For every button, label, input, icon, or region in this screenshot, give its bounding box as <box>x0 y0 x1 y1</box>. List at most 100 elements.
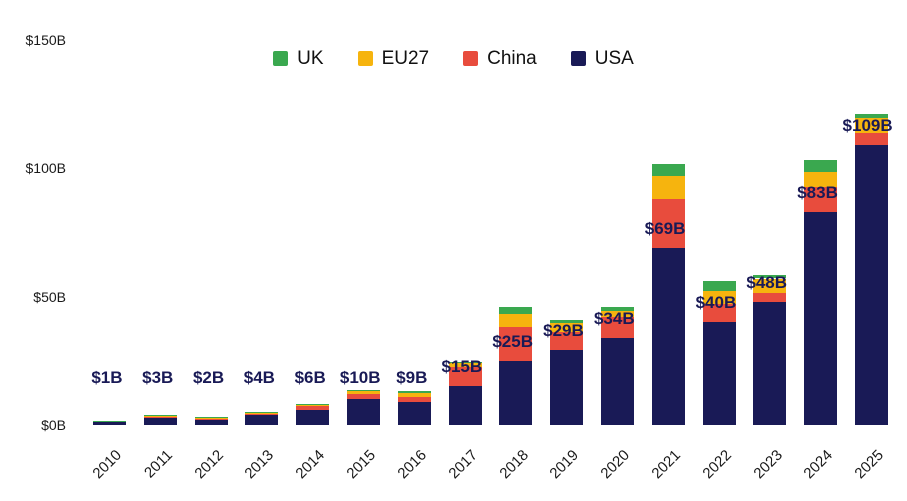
bar-segment-china-2023 <box>753 292 787 302</box>
china-swatch-icon <box>463 51 479 66</box>
bar-segment-china-2013 <box>245 413 279 415</box>
bar-segment-china-2022 <box>702 304 736 323</box>
x-axis-label-2024: 2024 <box>800 446 837 483</box>
x-axis-label-2015: 2015 <box>343 446 380 483</box>
bar-segment-eu27-2023 <box>753 278 787 293</box>
usa-swatch-icon <box>570 51 586 66</box>
bar-segment-eu27-2025 <box>855 117 889 134</box>
x-axis-label-2025: 2025 <box>851 446 888 483</box>
x-axis-label-2010: 2010 <box>89 446 126 483</box>
bar-value-label-2023: $48B <box>746 272 788 292</box>
bar-value-label-2024: $83B <box>797 182 838 202</box>
legend-label-china: China <box>487 48 537 69</box>
bar-segment-eu27-2018 <box>499 314 533 328</box>
bar-segment-usa-2017 <box>448 386 482 425</box>
bar-segment-china-2012 <box>194 418 228 420</box>
x-axis-label-2023: 2023 <box>750 446 786 483</box>
y-axis-tick-label-150b: $150B <box>25 31 66 48</box>
bar-segment-eu27-2016 <box>397 392 431 397</box>
bar-segment-uk-2020 <box>601 306 635 311</box>
bar-value-label-2020: $34B <box>593 308 635 328</box>
x-axis-label-2021: 2021 <box>648 446 685 483</box>
bar-segment-usa-2023 <box>753 301 787 425</box>
x-axis-label-2014: 2014 <box>292 446 329 483</box>
bar-value-label-2010: $1B <box>91 368 123 387</box>
bar-segment-usa-2015 <box>346 399 380 425</box>
y-axis-tick-label-100b: $100B <box>25 160 66 176</box>
bar-segment-eu27-2013 <box>245 412 279 414</box>
bar-segment-usa-2014 <box>296 409 330 425</box>
x-axis-label-2012: 2012 <box>191 446 227 483</box>
bar-value-label-2011: $3B <box>142 368 174 387</box>
bar-segment-uk-2017 <box>448 361 482 364</box>
bar-segment-uk-2013 <box>245 411 279 413</box>
legend-item-usa: USA <box>570 48 634 69</box>
bar-segment-uk-2022 <box>702 281 736 292</box>
bar-segment-eu27-2020 <box>601 310 635 318</box>
x-axis-label-2022: 2022 <box>699 446 735 483</box>
bar-segment-uk-2024 <box>804 160 838 172</box>
bar-value-label-2015: $10B <box>339 368 381 387</box>
x-axis-label-2013: 2013 <box>241 446 278 483</box>
bar-segment-usa-2022 <box>702 322 736 425</box>
bar-value-label-2013: $4B <box>243 368 275 387</box>
bar-value-label-2012: $2B <box>192 368 225 387</box>
x-axis-label-2017: 2017 <box>445 446 481 483</box>
bar-segment-usa-2025 <box>855 144 889 425</box>
bar-segment-eu27-2015 <box>346 391 380 395</box>
bar-value-label-2017: $15B <box>441 357 483 377</box>
legend: UK EU27 China USA <box>0 49 907 68</box>
bar-segment-usa-2013 <box>245 414 279 425</box>
bar-segment-uk-2023 <box>753 274 787 279</box>
bar-segment-eu27-2022 <box>702 291 736 305</box>
bar-segment-china-2017 <box>448 367 482 387</box>
legend-label-usa: USA <box>594 48 634 69</box>
bar-segment-usa-2011 <box>143 417 177 425</box>
bar-value-label-2025: $109B <box>842 115 893 135</box>
bar-segment-eu27-2011 <box>143 415 177 417</box>
bar-segment-china-2016 <box>397 396 431 402</box>
bar-segment-uk-2016 <box>397 391 431 393</box>
x-axis-label-2018: 2018 <box>495 446 532 483</box>
bar-segment-uk-2025 <box>855 114 889 118</box>
x-axis-label-2020: 2020 <box>597 446 634 483</box>
bar-segment-eu27-2014 <box>296 404 330 407</box>
bar-segment-uk-2018 <box>499 306 533 315</box>
bar-segment-eu27-2017 <box>448 363 482 368</box>
bar-segment-china-2019 <box>550 332 584 351</box>
bar-segment-usa-2012 <box>194 419 228 425</box>
bar-segment-uk-2021 <box>651 164 685 176</box>
bar-segment-eu27-2019 <box>550 323 584 333</box>
y-axis-tick-label-50b: $50B <box>33 288 66 305</box>
bar-segment-eu27-2021 <box>651 175 685 199</box>
bar-value-label-2018: $25B <box>492 331 533 351</box>
bar-value-label-2021: $69B <box>644 218 686 238</box>
legend-label-eu27: EU27 <box>381 48 430 69</box>
bar-segment-uk-2019 <box>550 319 584 324</box>
x-axis-label-2016: 2016 <box>394 446 430 483</box>
bar-segment-china-2014 <box>296 406 330 410</box>
bar-segment-usa-2019 <box>550 350 584 425</box>
bar-segment-uk-2015 <box>346 390 380 392</box>
legend-item-china: China <box>463 49 537 68</box>
bar-segment-usa-2021 <box>651 247 685 425</box>
bar-segment-china-2020 <box>601 317 635 338</box>
bar-segment-eu27-2010 <box>92 420 126 422</box>
bar-segment-usa-2010 <box>92 421 126 425</box>
bar-segment-usa-2016 <box>397 401 431 425</box>
bar-value-label-2014: $6B <box>294 368 326 387</box>
bar-segment-china-2011 <box>143 416 177 418</box>
uk-swatch-icon <box>273 51 289 66</box>
bar-segment-china-2024 <box>804 187 838 212</box>
x-axis-label-2019: 2019 <box>546 446 583 483</box>
y-axis-tick-label-0b: $0B <box>41 417 66 433</box>
bar-segment-china-2018 <box>499 327 533 361</box>
bar-segment-usa-2018 <box>499 360 533 425</box>
eu27-swatch-icon <box>357 51 373 66</box>
legend-item-eu27: EU27 <box>357 48 430 69</box>
bar-segment-china-2021 <box>651 198 685 248</box>
bar-segment-usa-2024 <box>804 211 838 425</box>
bar-segment-china-2025 <box>855 133 889 145</box>
bar-value-label-2016: $9B <box>396 368 428 387</box>
